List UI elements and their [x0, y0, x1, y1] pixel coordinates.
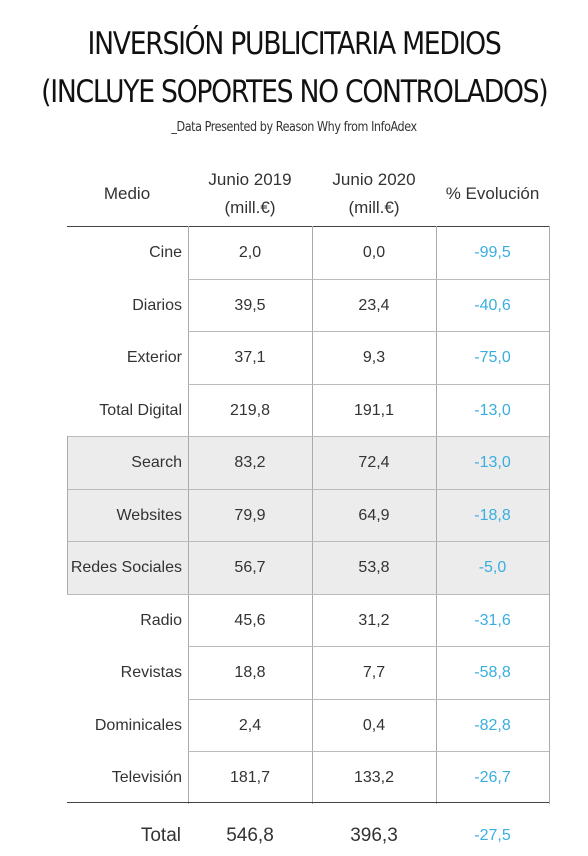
row-divider	[67, 541, 549, 542]
table-row: Televisión 181,7 133,2 -26,7	[67, 752, 549, 805]
row-junio-2020: 53,8	[358, 559, 390, 577]
chart-title-line2: (INCLUYE SOPORTES NO CONTROLADOS)	[41, 74, 549, 110]
total-evolucion: -27,5	[474, 827, 511, 844]
table-row: Total Digital 219,8 191,1 -13,0	[67, 385, 549, 438]
row-junio-2020: 0,0	[362, 244, 386, 262]
shaded-block-left-border	[67, 436, 68, 594]
row-divider	[188, 383, 549, 385]
row-medio: Televisión	[111, 769, 182, 787]
header-junio-2020-unit: (mill.€)	[348, 198, 400, 217]
total-junio-2020: 396,3	[350, 825, 398, 846]
row-junio-2019: 2,0	[238, 244, 262, 262]
table-row: Dominicales 2,4 0,4 -82,8	[67, 700, 549, 753]
header-junio-2020-label: Junio 2020	[332, 170, 416, 189]
header-junio-2019-unit: (mill.€)	[224, 198, 276, 217]
chart-title-line1: INVERSIÓN PUBLICITARIA MEDIOS	[87, 26, 502, 62]
row-junio-2019: 18,8	[234, 664, 266, 682]
table-bottom-rule	[67, 802, 549, 803]
row-junio-2020: 133,2	[353, 769, 395, 787]
row-divider	[188, 751, 549, 752]
row-evolucion: -40,6	[474, 296, 511, 314]
row-medio: Websites	[116, 506, 182, 524]
header-junio-2020: Junio 2020 (mill.€)	[312, 166, 436, 222]
row-junio-2019: 83,2	[234, 454, 266, 472]
row-junio-2020: 191,1	[353, 401, 395, 419]
row-evolucion: -13,0	[474, 401, 511, 419]
column-divider	[188, 226, 189, 804]
row-medio: Exterior	[126, 349, 182, 367]
row-divider	[188, 331, 549, 332]
column-divider	[436, 226, 437, 804]
row-medio: Search	[131, 454, 182, 472]
data-table: Cine 2,0 0,0 -99,5 Diarios 39,5 23,4 -40,6 Exter…	[67, 226, 549, 805]
table-top-rule	[67, 226, 549, 227]
row-evolucion: -75,0	[474, 349, 511, 367]
row-divider	[188, 646, 549, 647]
row-evolucion: -99,5	[474, 244, 511, 262]
row-junio-2019: 181,7	[229, 769, 271, 787]
row-evolucion: -5,0	[478, 559, 507, 577]
row-junio-2019: 56,7	[234, 559, 266, 577]
row-junio-2020: 7,7	[362, 664, 386, 682]
total-junio-2019: 546,8	[226, 825, 274, 846]
row-junio-2019: 45,6	[234, 611, 266, 629]
row-junio-2019: 79,9	[234, 506, 266, 524]
row-evolucion: -26,7	[474, 769, 511, 787]
row-divider	[67, 488, 549, 490]
total-label: Total	[140, 825, 181, 846]
row-medio: Diarios	[132, 296, 182, 314]
row-junio-2020: 0,4	[362, 716, 386, 734]
row-junio-2019: 2,4	[238, 716, 262, 734]
table-row: Exterior 37,1 9,3 -75,0	[67, 332, 549, 385]
row-junio-2020: 72,4	[358, 454, 390, 472]
table-row: Websites 79,9 64,9 -18,8	[67, 489, 549, 542]
row-divider	[67, 436, 549, 437]
table-right-border	[549, 226, 550, 804]
row-divider	[188, 278, 549, 280]
header-evolucion: % Evolución	[445, 184, 540, 203]
table-row: Cine 2,0 0,0 -99,5	[67, 227, 549, 280]
row-divider	[67, 593, 549, 595]
row-junio-2020: 9,3	[362, 349, 386, 367]
table-row: Revistas 18,8 7,7 -58,8	[67, 647, 549, 700]
header-junio-2019: Junio 2019 (mill.€)	[188, 166, 312, 222]
row-junio-2020: 31,2	[358, 611, 390, 629]
row-junio-2020: 64,9	[358, 506, 390, 524]
row-divider	[188, 698, 549, 700]
table-body: Cine 2,0 0,0 -99,5 Diarios 39,5 23,4 -40,6 Exter…	[67, 227, 549, 805]
row-junio-2020: 23,4	[358, 296, 390, 314]
row-evolucion: -13,0	[474, 454, 511, 472]
table-row: Search 83,2 72,4 -13,0	[67, 437, 549, 490]
chart-subtitle: _Data Presented by Reason Why from InfoA…	[171, 120, 417, 135]
table-row: Redes Sociales 56,7 53,8 -5,0	[67, 542, 549, 595]
row-junio-2019: 219,8	[229, 401, 271, 419]
row-medio: Total Digital	[99, 401, 182, 419]
table-row: Diarios 39,5 23,4 -40,6	[67, 280, 549, 333]
table-row: Radio 45,6 31,2 -31,6	[67, 595, 549, 648]
row-evolucion: -31,6	[474, 611, 511, 629]
row-junio-2019: 39,5	[234, 296, 266, 314]
row-medio: Cine	[149, 244, 182, 262]
row-junio-2019: 37,1	[234, 349, 266, 367]
column-divider	[312, 226, 313, 804]
row-evolucion: -58,8	[474, 664, 511, 682]
row-medio: Redes Sociales	[70, 559, 182, 577]
row-medio: Dominicales	[94, 716, 182, 734]
row-evolucion: -82,8	[474, 716, 511, 734]
row-medio: Radio	[140, 611, 182, 629]
header-medio: Medio	[103, 184, 151, 203]
row-evolucion: -18,8	[474, 506, 511, 524]
header-junio-2019-label: Junio 2019	[208, 170, 292, 189]
row-medio: Revistas	[120, 664, 182, 682]
